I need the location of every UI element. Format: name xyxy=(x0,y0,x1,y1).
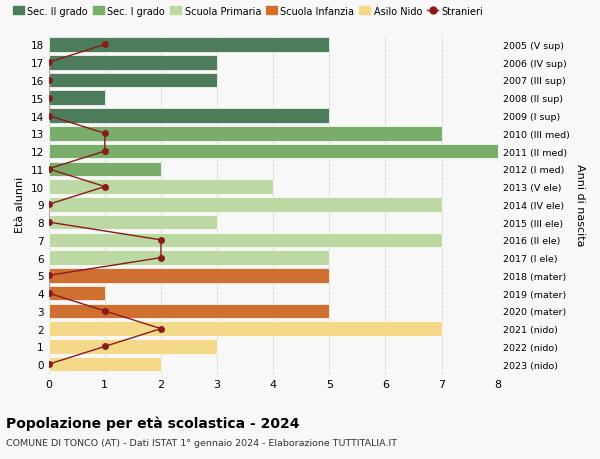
Bar xyxy=(49,198,442,212)
Bar xyxy=(49,251,329,265)
Bar xyxy=(49,127,442,141)
Bar xyxy=(49,304,329,319)
Bar xyxy=(49,233,442,247)
Bar xyxy=(49,91,105,106)
Bar xyxy=(49,286,105,301)
Bar xyxy=(49,38,329,53)
Y-axis label: Anni di nascita: Anni di nascita xyxy=(575,164,585,246)
Bar xyxy=(49,215,217,230)
Legend: Sec. II grado, Sec. I grado, Scuola Primaria, Scuola Infanzia, Asilo Nido, Stran: Sec. II grado, Sec. I grado, Scuola Prim… xyxy=(11,5,485,19)
Bar xyxy=(49,339,217,354)
Bar xyxy=(49,357,161,372)
Bar xyxy=(49,73,217,88)
Y-axis label: Età alunni: Età alunni xyxy=(15,177,25,233)
Text: COMUNE DI TONCO (AT) - Dati ISTAT 1° gennaio 2024 - Elaborazione TUTTITALIA.IT: COMUNE DI TONCO (AT) - Dati ISTAT 1° gen… xyxy=(6,438,397,448)
Bar xyxy=(49,162,161,177)
Bar xyxy=(49,180,273,195)
Bar xyxy=(49,269,329,283)
Bar xyxy=(49,322,442,336)
Text: Popolazione per età scolastica - 2024: Popolazione per età scolastica - 2024 xyxy=(6,415,299,430)
Bar xyxy=(49,145,498,159)
Bar xyxy=(49,56,217,70)
Bar xyxy=(49,109,329,123)
